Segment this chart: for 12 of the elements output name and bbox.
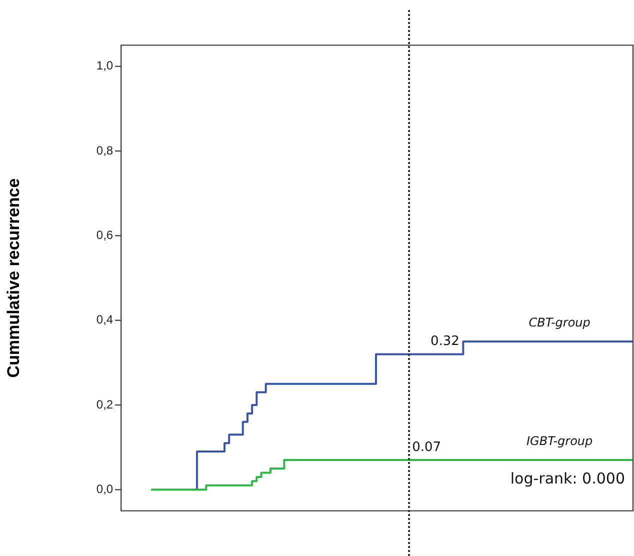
series-label: CBT-group (528, 316, 591, 330)
y-tick-label: 1,0 (96, 58, 114, 73)
y-tick-label: 0,6 (96, 228, 114, 242)
annotation: log-rank: 0.000 (510, 470, 625, 488)
series-label: IGBT-group (526, 434, 594, 448)
y-axis-title: Cummulative recurrence (4, 178, 23, 378)
data-label: 0.07 (412, 440, 442, 455)
y-tick-label: 0,8 (96, 143, 114, 158)
data-label: 0.32 (430, 334, 460, 350)
y-tick-label: 0,4 (96, 312, 114, 327)
y-tick-label: 0,0 (96, 482, 114, 496)
y-tick-label: 0,2 (96, 397, 114, 412)
